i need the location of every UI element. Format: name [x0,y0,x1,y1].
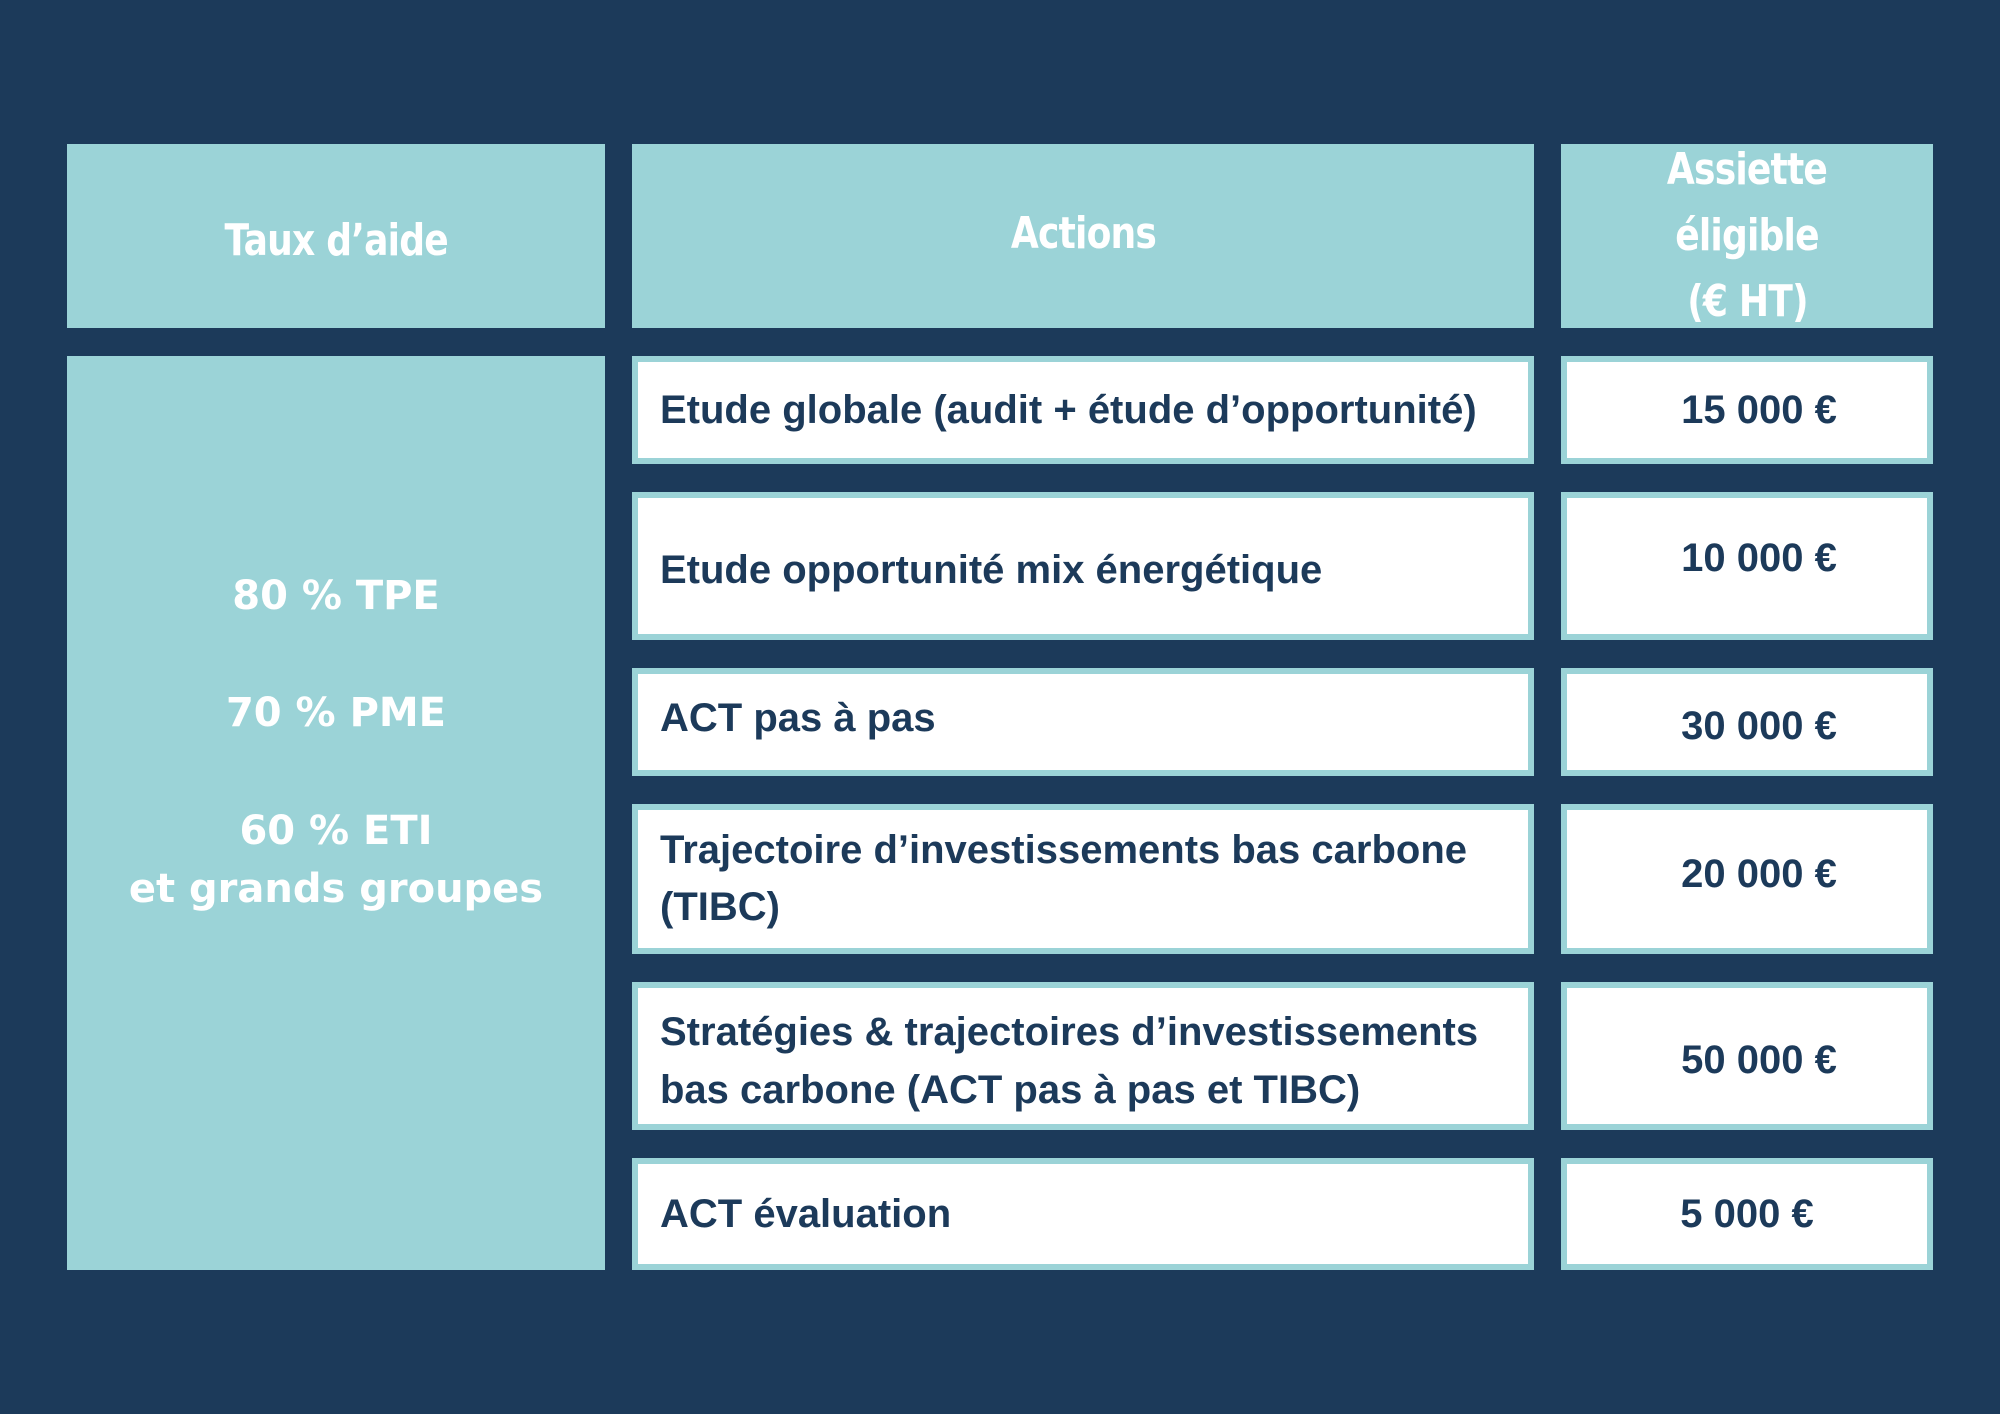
action-label-line2: bas carbone (ACT pas à pas et TIBC) [660,1068,1361,1112]
header-base: Assiette éligible (€ HT) [1561,144,1933,328]
amount-cell: 50 000 € [1561,982,1933,1130]
header-base-line2: (€ HT) [1686,276,1808,327]
action-cell: Trajectoire d’investissements bas carbon… [632,804,1534,954]
action-cell: Stratégies & trajectoires d’investisseme… [632,982,1534,1130]
rate-eti-line2: et grands groupes [128,866,544,912]
rate-eti-line1: 60 % ETI [239,808,433,854]
action-cell: Etude opportunité mix énergétique [632,492,1534,640]
amount-value: 20 000 € [1681,852,1837,896]
amount-cell: 5 000 € [1561,1158,1933,1270]
action-label: Etude opportunité mix énergétique [660,548,1323,592]
action-label-line1: Trajectoire d’investissements bas carbon… [660,828,1468,872]
action-cell: ACT pas à pas [632,668,1534,776]
amount-cell: 10 000 € [1561,492,1933,640]
amount-value: 15 000 € [1681,388,1837,432]
header-base-line1: Assiette éligible [1666,144,1828,261]
rates-panel: 80 % TPE 70 % PME 60 % ETI et grands gro… [67,356,605,1270]
amount-value: 5 000 € [1680,1192,1814,1236]
amount-cell: 20 000 € [1561,804,1933,954]
action-label-line1: Stratégies & trajectoires d’investisseme… [660,1010,1479,1054]
amount-cell: 15 000 € [1561,356,1933,464]
header-rate: Taux d’aide [67,144,605,328]
rate-tpe: 80 % TPE [232,573,440,619]
amount-value: 50 000 € [1681,1038,1837,1082]
action-label-line2: (TIBC) [660,885,780,929]
action-label: Etude globale (audit + étude d’opportuni… [660,388,1477,432]
rate-pme: 70 % PME [225,690,447,736]
action-cell: ACT évaluation [632,1158,1534,1270]
header-actions-label: Actions [1010,208,1156,259]
amount-cell: 30 000 € [1561,668,1933,776]
amount-value: 30 000 € [1681,704,1837,748]
header-actions: Actions [632,144,1534,328]
action-cell: Etude globale (audit + étude d’opportuni… [632,356,1534,464]
amount-value: 10 000 € [1681,536,1837,580]
action-label: ACT évaluation [660,1192,952,1236]
header-rate-label: Taux d’aide [224,215,448,266]
action-label: ACT pas à pas [660,696,936,740]
